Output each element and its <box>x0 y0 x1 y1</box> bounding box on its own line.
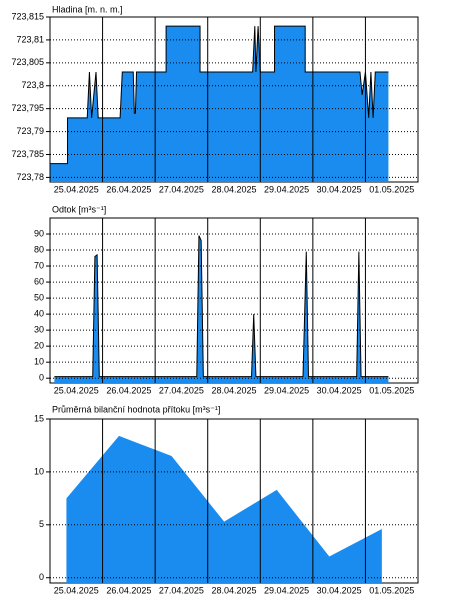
x-tick-label: 28.04.2025 <box>211 585 256 595</box>
x-tick-label: 27.04.2025 <box>159 385 204 395</box>
y-tick-label: 10 <box>34 357 44 367</box>
x-tick-label: 30.04.2025 <box>317 184 362 194</box>
x-tick-label: 27.04.2025 <box>159 585 204 595</box>
x-tick-label: 01.05.2025 <box>369 585 414 595</box>
x-tick-label: 29.04.2025 <box>264 184 309 194</box>
y-tick-label: 40 <box>34 308 44 318</box>
x-tick-label: 27.04.2025 <box>159 184 204 194</box>
x-tick-label: 25.04.2025 <box>54 184 99 194</box>
y-tick-label: 50 <box>34 292 44 302</box>
area <box>66 435 382 583</box>
y-tick-label: 15 <box>34 413 44 423</box>
x-tick-label: 26.04.2025 <box>106 184 151 194</box>
y-tick-label: 80 <box>34 244 44 254</box>
x-tick-label: 30.04.2025 <box>317 385 362 395</box>
y-tick-label: 90 <box>34 228 44 238</box>
plot-frame <box>49 217 419 384</box>
y-tick-label: 5 <box>39 519 44 529</box>
x-tick-label: 25.04.2025 <box>54 385 99 395</box>
y-tick-label: 0 <box>39 572 44 582</box>
y-tick-label: 10 <box>34 466 44 476</box>
y-tick-label: 20 <box>34 341 44 351</box>
y-tick-label: 723,8 <box>21 80 44 90</box>
y-tick-label: 723,795 <box>11 103 44 113</box>
x-tick-label: 01.05.2025 <box>369 184 414 194</box>
y-tick-label: 0 <box>39 373 44 383</box>
x-tick-label: 30.04.2025 <box>317 585 362 595</box>
x-tick-label: 29.04.2025 <box>264 585 309 595</box>
chart-title: Odtok [m³s⁻¹] <box>52 204 106 214</box>
area-outline <box>54 235 389 378</box>
y-tick-label: 723,785 <box>11 149 44 159</box>
y-tick-label: 70 <box>34 260 44 270</box>
y-tick-label: 60 <box>34 276 44 286</box>
chart-title: Průměrná bilanční hodnota přítoku [m³s⁻¹… <box>52 404 220 414</box>
y-tick-label: 723,78 <box>16 172 44 182</box>
area <box>50 26 389 182</box>
x-tick-label: 26.04.2025 <box>106 585 151 595</box>
y-tick-label: 723,805 <box>11 57 44 67</box>
x-tick-label: 25.04.2025 <box>54 585 99 595</box>
y-tick-label: 723,815 <box>11 11 44 21</box>
y-tick-label: 723,81 <box>16 34 44 44</box>
x-tick-label: 26.04.2025 <box>106 385 151 395</box>
y-tick-label: 30 <box>34 325 44 335</box>
x-tick-label: 28.04.2025 <box>211 184 256 194</box>
area <box>54 235 389 383</box>
x-tick-label: 28.04.2025 <box>211 385 256 395</box>
area-outline <box>50 25 389 165</box>
x-tick-label: 01.05.2025 <box>369 385 414 395</box>
y-tick-label: 723,79 <box>16 126 44 136</box>
x-tick-label: 29.04.2025 <box>264 385 309 395</box>
chart-title: Hladina [m. n. m.] <box>52 4 123 14</box>
